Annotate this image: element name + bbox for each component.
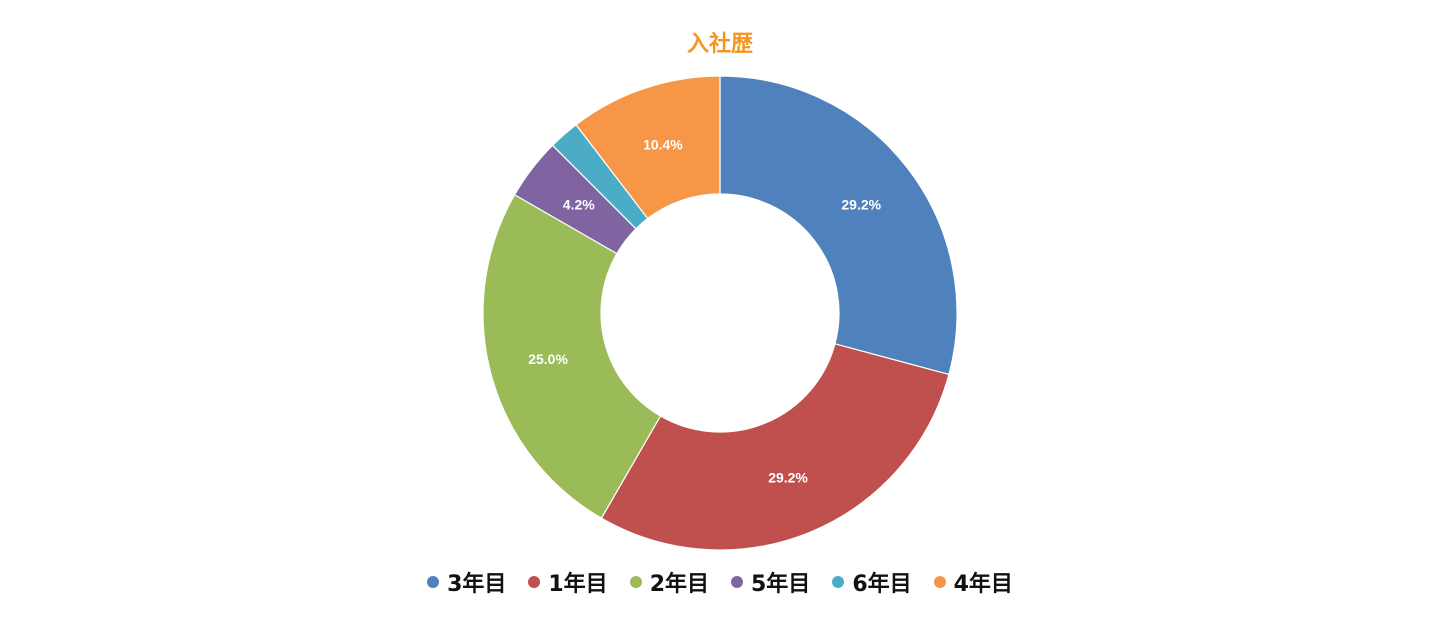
legend-item: 3年目 [427,566,506,598]
legend: 3年目 1年目 2年目 5年目 6年目 4年目 [0,566,1440,598]
legend-item: 4年目 [933,566,1013,598]
data-label: 25.0% [528,351,568,367]
legend-marker [427,576,440,588]
legend-item: 6年目 [832,566,912,598]
legend-label: 4年目 [953,572,1013,597]
legend-item: 2年目 [629,566,709,598]
legend-marker [528,576,541,588]
data-label: 29.2% [841,197,881,213]
data-label: 10.4% [643,136,683,152]
slice-4年目 [575,75,721,220]
legend-label: 6年目 [852,572,912,597]
legend-item: 5年目 [731,566,810,598]
slice-3年目 [719,75,958,376]
chart-title: 入社歴 [686,32,753,57]
legend-label: 1年目 [548,572,608,597]
legend-label: 2年目 [649,572,709,597]
legend-marker [731,576,743,588]
legend-marker [629,576,642,588]
legend-item: 1年目 [528,566,608,598]
data-label: 4.2% [563,197,595,213]
legend-marker [933,576,946,588]
data-label: 29.2% [768,469,808,485]
slice-2年目 [482,193,662,520]
slice-1年目 [600,343,950,551]
legend-marker [832,576,845,588]
legend-label: 5年目 [751,572,811,597]
legend-label: 3年目 [447,572,507,597]
